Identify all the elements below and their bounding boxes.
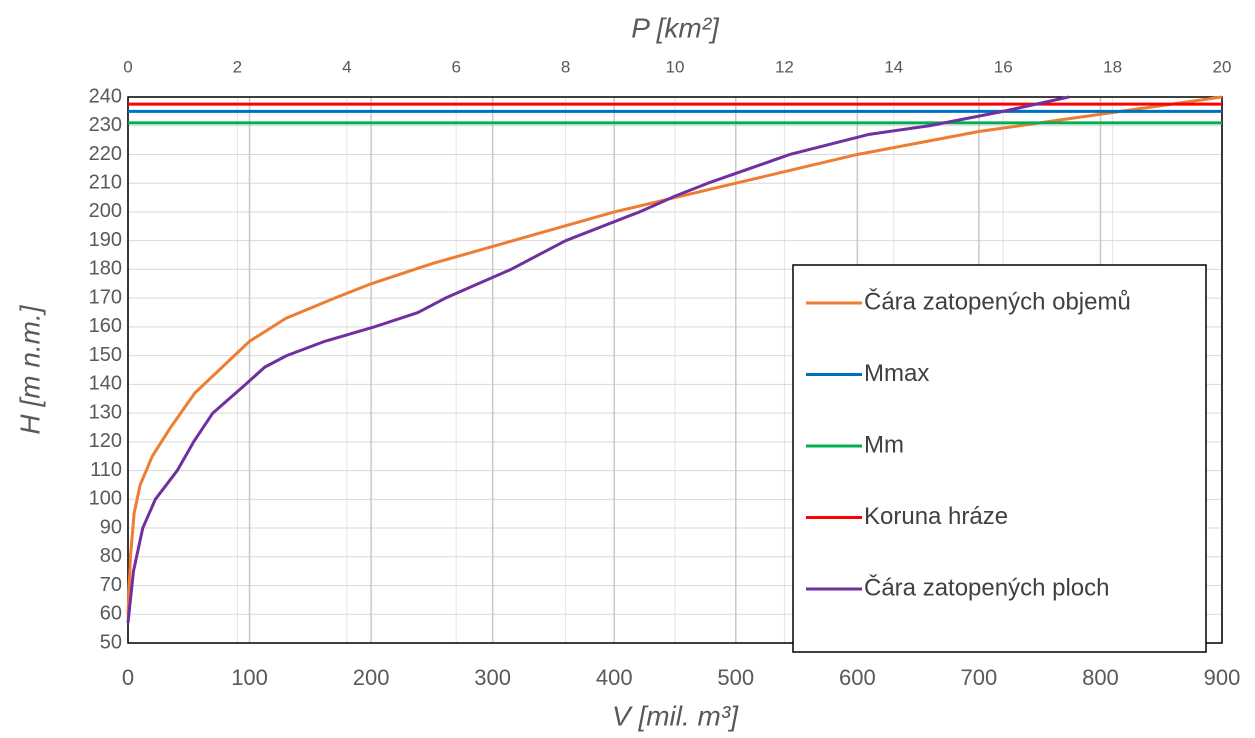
y-tick-label: 50 — [100, 631, 122, 653]
y-tick-label: 230 — [89, 114, 122, 136]
y-tick-label: 100 — [89, 488, 122, 510]
x2-tick-label: 20 — [1213, 57, 1232, 76]
y-tick-label: 160 — [89, 315, 122, 337]
x-tick-label: 500 — [717, 665, 754, 690]
y-tick-label: 190 — [89, 229, 122, 251]
x2-tick-label: 6 — [451, 57, 460, 76]
x-tick-label: 0 — [122, 665, 134, 690]
plot-frame — [127, 96, 1223, 644]
y-tick-label: 120 — [89, 430, 122, 452]
y-tick-label: 200 — [89, 200, 122, 222]
y-tick-label: 180 — [89, 258, 122, 280]
x-axis-title: V [mil. m³] — [612, 700, 739, 731]
x2-tick-label: 16 — [994, 57, 1013, 76]
series-line — [126, 95, 1223, 615]
legend-label: Čára zatopených ploch — [864, 573, 1109, 601]
legend-label: Mm — [864, 431, 904, 458]
series-line — [126, 95, 1070, 624]
x-tick-label: 200 — [353, 665, 390, 690]
x2-tick-label: 12 — [775, 57, 794, 76]
y-tick-label: 90 — [100, 516, 122, 538]
x-tick-label: 400 — [596, 665, 633, 690]
x-tick-label: 700 — [961, 665, 998, 690]
y-tick-label: 170 — [89, 286, 122, 308]
y-tick-label: 140 — [89, 373, 122, 395]
x2-tick-label: 18 — [1103, 57, 1122, 76]
legend-label: Koruna hráze — [864, 503, 1008, 530]
x2-tick-label: 10 — [666, 57, 685, 76]
x-tick-label: 900 — [1204, 665, 1241, 690]
x2-tick-label: 2 — [233, 57, 242, 76]
y-tick-label: 80 — [100, 545, 122, 567]
y-tick-label: 150 — [89, 344, 122, 366]
x-tick-label: 800 — [1082, 665, 1119, 690]
x2-tick-label: 8 — [561, 57, 570, 76]
y-tick-label: 60 — [100, 603, 122, 625]
x-tick-label: 300 — [474, 665, 511, 690]
y-tick-label: 70 — [100, 574, 122, 596]
x-tick-label: 100 — [231, 665, 268, 690]
y-axis-title: H [m n.m.] — [14, 304, 45, 434]
x2-axis-title: P [km²] — [631, 12, 720, 43]
y-tick-label: 210 — [89, 171, 122, 193]
y-tick-label: 130 — [89, 401, 122, 423]
y-tick-label: 240 — [89, 85, 122, 107]
x2-tick-label: 0 — [123, 57, 132, 76]
y-tick-label: 110 — [90, 459, 122, 481]
legend-label: Mmax — [864, 360, 929, 387]
x2-tick-label: 14 — [884, 57, 903, 76]
y-tick-label: 220 — [89, 143, 122, 165]
legend-label: Čára zatopených objemů — [864, 287, 1131, 315]
x-tick-label: 600 — [839, 665, 876, 690]
x2-tick-label: 4 — [342, 57, 351, 76]
